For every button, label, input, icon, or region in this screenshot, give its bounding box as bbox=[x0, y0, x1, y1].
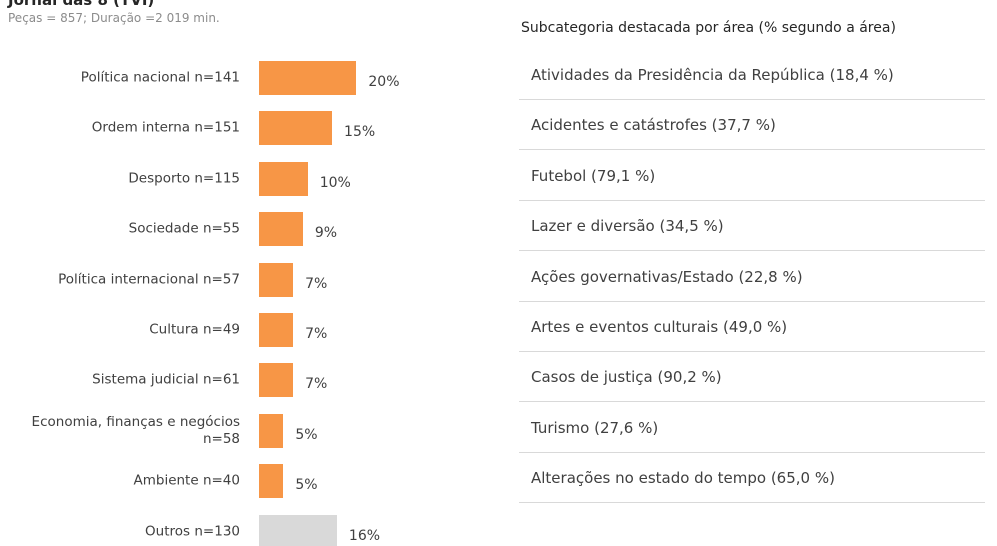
chart-subtitle: Peças = 857; Duração =2 019 min. bbox=[8, 11, 220, 25]
value-label: 16% bbox=[348, 527, 381, 544]
table-row: Lazer e diversão (34,5 %) bbox=[519, 201, 985, 252]
category-label: Ambiente n=40 bbox=[133, 472, 240, 489]
table-row: Casos de justiça (90,2 %) bbox=[519, 352, 985, 403]
table-row: Turismo (27,6 %) bbox=[519, 403, 985, 453]
value-label: 10% bbox=[319, 174, 351, 191]
category-label: Sociedade n=55 bbox=[128, 220, 240, 237]
bar bbox=[259, 161, 308, 196]
table-header: Subcategoria destacada por área (% segun… bbox=[521, 20, 896, 36]
category-label: Desporto n=115 bbox=[128, 170, 240, 187]
bar bbox=[259, 514, 337, 546]
category-label: Política internacional n=57 bbox=[58, 271, 240, 288]
bar bbox=[259, 111, 333, 146]
bar bbox=[259, 464, 284, 499]
category-label: Cultura n=49 bbox=[149, 321, 240, 338]
bar bbox=[259, 212, 303, 247]
table-row: Alterações no estado do tempo (65,0 %) bbox=[519, 453, 985, 504]
bar bbox=[259, 313, 294, 347]
bar bbox=[259, 262, 294, 297]
table-row: Artes e eventos culturais (49,0 %) bbox=[519, 302, 985, 352]
table-row: Futebol (79,1 %) bbox=[519, 151, 985, 201]
value-label: 7% bbox=[305, 275, 328, 292]
bar bbox=[259, 61, 357, 95]
bar bbox=[259, 363, 294, 398]
category-label: Outros n=130 bbox=[145, 523, 240, 540]
bar bbox=[259, 413, 284, 448]
value-label: 15% bbox=[344, 124, 376, 141]
value-label: 7% bbox=[305, 326, 328, 342]
table-row: Ações governativas/Estado (22,8 %) bbox=[519, 252, 985, 302]
table-row: Acidentes e catástrofes (37,7 %) bbox=[519, 100, 985, 151]
value-label: 7% bbox=[305, 376, 328, 393]
value-label: 9% bbox=[314, 225, 338, 242]
category-label: Política nacional n=141 bbox=[80, 69, 240, 86]
category-label: Sistema judicial n=61 bbox=[92, 371, 240, 388]
chart-title: Jornal das 8 (TVI) bbox=[8, 0, 155, 9]
category-label: Economia, finanças e negócios n=58 bbox=[31, 413, 240, 447]
table-row: Atividades da Presidência da República (… bbox=[519, 50, 985, 100]
value-label: 5% bbox=[295, 477, 318, 494]
category-label: Ordem interna n=151 bbox=[91, 119, 240, 136]
value-label: 20% bbox=[368, 74, 400, 90]
value-label: 5% bbox=[295, 426, 318, 443]
